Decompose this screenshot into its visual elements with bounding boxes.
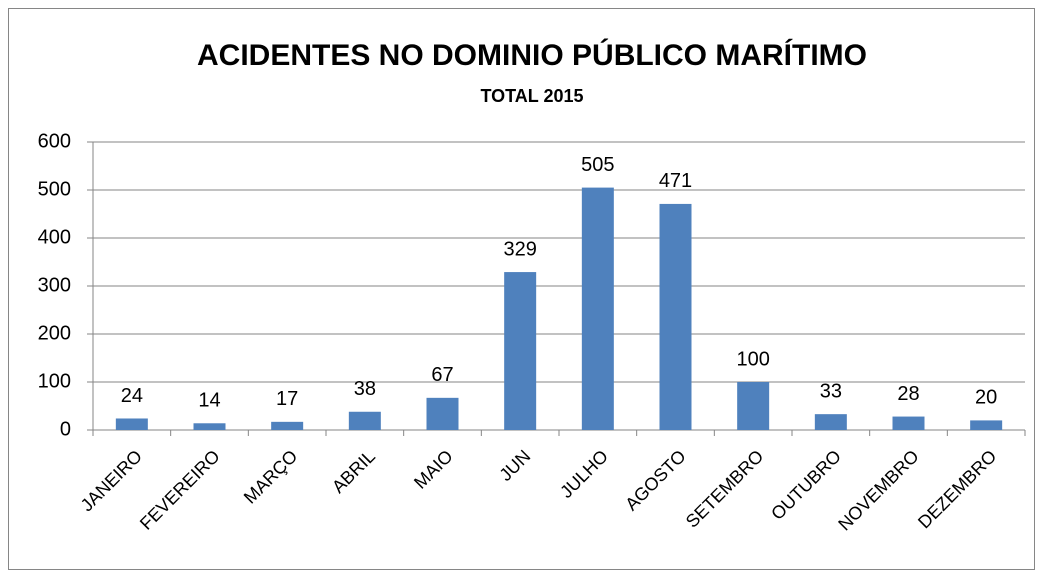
- data-label: 67: [431, 364, 453, 386]
- bar: [271, 421, 304, 430]
- data-label: 100: [736, 348, 769, 370]
- bar: [737, 382, 770, 430]
- data-label: 33: [820, 380, 842, 402]
- bar: [504, 272, 537, 430]
- data-label: 17: [276, 388, 298, 410]
- y-tick-label: 300: [38, 274, 71, 296]
- y-tick-label: 0: [60, 418, 71, 440]
- bar: [659, 203, 692, 430]
- y-tick-label: 100: [38, 370, 71, 392]
- bar: [814, 414, 847, 430]
- y-tick-label: 400: [38, 226, 71, 248]
- data-label: 14: [198, 390, 220, 412]
- data-label: 20: [975, 387, 997, 409]
- bar: [892, 416, 925, 430]
- bar: [348, 411, 381, 430]
- y-tick-label: 600: [38, 130, 71, 152]
- bar: [115, 418, 148, 430]
- bar: [581, 187, 614, 430]
- y-tick-label: 200: [38, 322, 71, 344]
- chart-title: ACIDENTES NO DOMINIO PÚBLICO MARÍTIMO: [197, 38, 867, 72]
- data-label: 505: [581, 154, 614, 176]
- data-label: 329: [503, 238, 536, 260]
- bar: [970, 420, 1003, 430]
- y-tick-label: 500: [38, 178, 71, 200]
- chart-subtitle: TOTAL 2015: [480, 86, 583, 106]
- data-label: 38: [354, 378, 376, 400]
- data-label: 28: [897, 383, 919, 405]
- bar: [426, 397, 459, 430]
- bar: [193, 423, 226, 430]
- data-label: 24: [121, 385, 143, 407]
- data-label: 471: [659, 170, 692, 192]
